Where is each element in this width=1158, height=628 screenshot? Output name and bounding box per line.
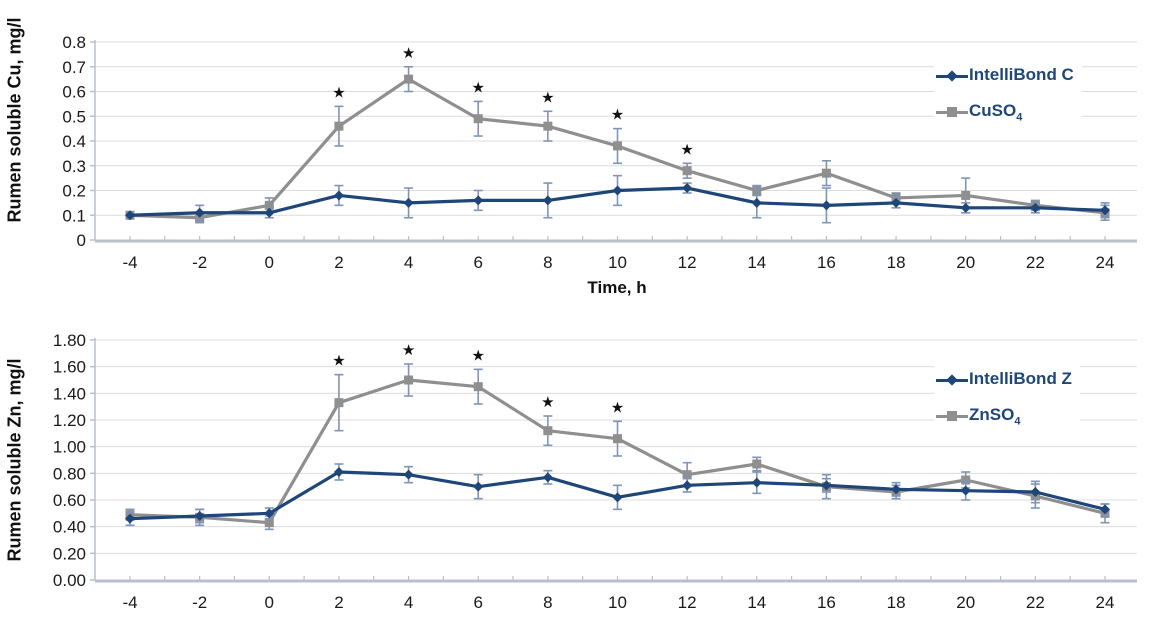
zn-significance-stars: ★ ★ ★ ★ ★ bbox=[332, 342, 624, 416]
svg-text:0: 0 bbox=[77, 231, 86, 250]
gray-square-line-marker-icon bbox=[936, 410, 968, 423]
legend-label-znso4: ZnSO4 bbox=[969, 404, 1021, 428]
svg-text:0.40: 0.40 bbox=[53, 518, 86, 537]
svg-text:22: 22 bbox=[1026, 253, 1045, 272]
zn-y-axis-title: Rumen soluble Zn, mg/l bbox=[4, 358, 25, 562]
svg-text:1.00: 1.00 bbox=[53, 438, 86, 457]
svg-text:24: 24 bbox=[1096, 593, 1115, 612]
svg-text:6: 6 bbox=[473, 593, 482, 612]
time-axis-title: Time, h bbox=[587, 278, 647, 297]
blue-diamond-line-marker-icon bbox=[936, 373, 968, 387]
legend-item-intellibond-z: IntelliBond Z bbox=[936, 362, 1072, 398]
svg-text:★: ★ bbox=[680, 141, 693, 158]
svg-text:4: 4 bbox=[404, 253, 413, 272]
svg-text:★: ★ bbox=[471, 79, 484, 96]
legend-item-intellibond-c: IntelliBond C bbox=[936, 58, 1074, 94]
svg-text:12: 12 bbox=[678, 253, 697, 272]
svg-text:18: 18 bbox=[887, 253, 906, 272]
svg-text:1.60: 1.60 bbox=[53, 358, 86, 377]
svg-text:24: 24 bbox=[1096, 253, 1115, 272]
svg-text:12: 12 bbox=[678, 593, 697, 612]
zn-y-tick-labels: 0.00 0.20 0.40 0.60 0.80 1.00 1.20 1.40 1.60 1.80 bbox=[53, 331, 95, 590]
blue-diamond-line-marker-icon bbox=[936, 69, 968, 83]
svg-text:14: 14 bbox=[747, 593, 766, 612]
zn-legend: IntelliBond Z ZnSO4 bbox=[934, 362, 1080, 434]
gray-square-line-marker-icon bbox=[936, 106, 968, 119]
svg-text:0.20: 0.20 bbox=[53, 544, 86, 563]
cu-gridlines bbox=[95, 41, 1137, 216]
zn-x-ticks: -4 -2 0 2 4 6 8 10 12 14 16 18 20 22 24 bbox=[122, 576, 1114, 612]
svg-text:★: ★ bbox=[541, 394, 554, 411]
svg-text:0.4: 0.4 bbox=[62, 132, 86, 151]
cu-significance-stars: ★ ★ ★ ★ ★ ★ bbox=[332, 45, 694, 159]
svg-text:18: 18 bbox=[887, 593, 906, 612]
cu-intellibond-c-markers bbox=[125, 183, 1110, 221]
svg-text:0.1: 0.1 bbox=[62, 206, 86, 225]
svg-text:★: ★ bbox=[332, 84, 345, 101]
svg-text:10: 10 bbox=[608, 593, 627, 612]
svg-text:8: 8 bbox=[543, 593, 552, 612]
svg-text:★: ★ bbox=[332, 353, 345, 370]
svg-text:0.7: 0.7 bbox=[62, 58, 86, 77]
svg-text:-2: -2 bbox=[192, 253, 207, 272]
svg-text:0.00: 0.00 bbox=[53, 571, 86, 590]
svg-text:20: 20 bbox=[956, 253, 975, 272]
svg-text:6: 6 bbox=[473, 253, 482, 272]
legend-item-znso4: ZnSO4 bbox=[936, 398, 1072, 434]
cu-series-intellibond-c bbox=[125, 174, 1110, 224]
svg-text:1.20: 1.20 bbox=[53, 411, 86, 430]
svg-text:2: 2 bbox=[334, 593, 343, 612]
legend-label-cuso4: CuSO4 bbox=[969, 100, 1023, 124]
legend-label-intellibond-z: IntelliBond Z bbox=[969, 368, 1072, 388]
cu-y-tick-labels: 0 0.1 0.2 0.3 0.4 0.5 0.6 0.7 0.8 bbox=[62, 33, 95, 250]
svg-text:-2: -2 bbox=[192, 593, 207, 612]
svg-text:0: 0 bbox=[265, 593, 274, 612]
legend-label-intellibond-c: IntelliBond C bbox=[969, 64, 1074, 84]
svg-text:★: ★ bbox=[611, 399, 624, 416]
svg-text:0.60: 0.60 bbox=[53, 491, 86, 510]
svg-text:1.80: 1.80 bbox=[53, 331, 86, 350]
svg-text:22: 22 bbox=[1026, 593, 1045, 612]
svg-text:-4: -4 bbox=[122, 593, 137, 612]
svg-text:0.80: 0.80 bbox=[53, 464, 86, 483]
cu-legend: IntelliBond C CuSO4 bbox=[934, 58, 1082, 130]
svg-text:0: 0 bbox=[265, 253, 274, 272]
svg-text:★: ★ bbox=[611, 107, 624, 124]
svg-text:0.2: 0.2 bbox=[62, 182, 86, 201]
cu-x-ticks: -4 -2 0 2 4 6 8 10 12 14 16 18 20 22 24 bbox=[122, 236, 1114, 272]
svg-text:14: 14 bbox=[747, 253, 766, 272]
svg-text:8: 8 bbox=[543, 253, 552, 272]
svg-text:★: ★ bbox=[541, 89, 554, 106]
svg-text:0.3: 0.3 bbox=[62, 157, 86, 176]
svg-text:10: 10 bbox=[608, 253, 627, 272]
svg-text:2: 2 bbox=[334, 253, 343, 272]
svg-text:16: 16 bbox=[817, 593, 836, 612]
legend-item-cuso4: CuSO4 bbox=[936, 94, 1074, 130]
svg-text:0.8: 0.8 bbox=[62, 33, 86, 52]
svg-text:0.6: 0.6 bbox=[62, 83, 86, 102]
zn-series-intellibond-z bbox=[125, 463, 1110, 527]
svg-text:16: 16 bbox=[817, 253, 836, 272]
cu-y-axis-title: Rumen soluble Cu, mg/l bbox=[4, 17, 25, 223]
zn-chart: 0.00 0.20 0.40 0.60 0.80 1.00 1.20 1.40 1.60 1.80… bbox=[53, 331, 1137, 612]
zn-intellibond-z-markers bbox=[125, 467, 1110, 524]
svg-text:0.5: 0.5 bbox=[62, 107, 86, 126]
svg-text:4: 4 bbox=[404, 593, 413, 612]
cu-chart: 00.10.20.30.40.50.60.70.8-4 -2 0 2 4 6 8 10 12 14… bbox=[62, 33, 1137, 272]
svg-text:-4: -4 bbox=[122, 253, 137, 272]
svg-text:20: 20 bbox=[956, 593, 975, 612]
svg-text:★: ★ bbox=[402, 45, 415, 62]
svg-text:★: ★ bbox=[402, 342, 415, 359]
svg-text:★: ★ bbox=[471, 347, 484, 364]
svg-text:1.40: 1.40 bbox=[53, 384, 86, 403]
